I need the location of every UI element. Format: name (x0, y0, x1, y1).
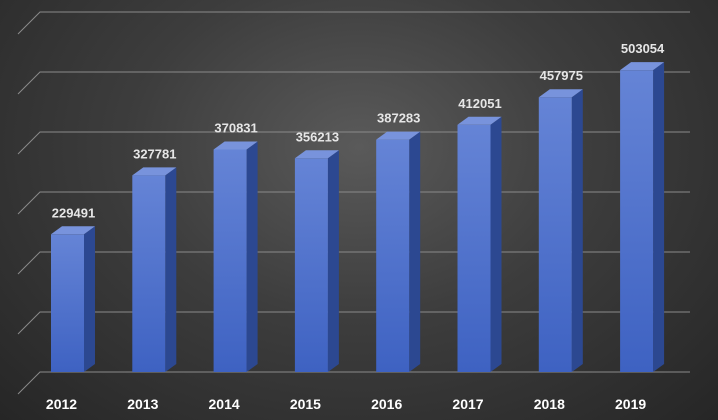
gridline (17, 371, 690, 395)
bar-top-face (51, 226, 95, 235)
x-tick-label: 2016 (371, 396, 402, 412)
bar-side-face (571, 89, 583, 372)
bar-top-face (457, 116, 502, 125)
gridline (17, 11, 690, 35)
bar-front-face (51, 234, 84, 372)
bar-top-face (213, 141, 258, 150)
bar-2017 (457, 116, 502, 372)
data-label: 503054 (621, 41, 665, 56)
gridline (17, 251, 690, 275)
bar-2019 (620, 62, 665, 372)
gridline (17, 311, 690, 335)
bar-side-face (246, 141, 258, 372)
bar-side-face (84, 226, 95, 372)
bar-front-face (538, 97, 572, 372)
bar-2012 (51, 226, 95, 372)
bar-side-face (165, 167, 177, 372)
bar-side-face (653, 62, 665, 372)
x-tick-label: 2013 (127, 396, 158, 412)
data-label: 387283 (377, 111, 420, 126)
bar-front-face (620, 70, 654, 372)
bars (51, 62, 665, 372)
gridlines (17, 11, 690, 395)
data-label: 356213 (296, 129, 339, 144)
bar-top-face (620, 62, 665, 71)
bar-side-face (409, 131, 421, 372)
bar-front-face (376, 139, 410, 372)
x-tick-label: 2017 (452, 396, 483, 412)
x-axis-tick-labels: 2012 2013 2014 2015 2016 2017 2018 2019 (46, 396, 646, 412)
x-tick-label: 2018 (534, 396, 565, 412)
x-tick-label: 2019 (615, 396, 646, 412)
bar-front-face (294, 158, 328, 372)
bar-front-face (457, 124, 491, 372)
data-label: 327781 (133, 146, 176, 161)
value-labels: 229491 327781 370831 356213 387283 412051 4579… (52, 41, 665, 220)
bar-2014 (213, 141, 258, 372)
bar-2018 (538, 89, 583, 372)
data-label: 370831 (214, 121, 257, 136)
x-tick-label: 2012 (46, 396, 77, 412)
bar-2013 (132, 167, 177, 372)
x-tick-label: 2015 (290, 396, 321, 412)
data-label: 412051 (458, 96, 501, 111)
bar-top-face (294, 150, 339, 159)
bar-top-face (132, 167, 177, 176)
bar-top-face (376, 131, 421, 140)
gridline (17, 191, 690, 215)
gridline (17, 131, 690, 155)
data-label: 457975 (540, 68, 583, 83)
bar-2016 (376, 131, 421, 372)
x-tick-label: 2014 (209, 396, 240, 412)
bar-side-face (490, 116, 502, 372)
bar-side-face (327, 150, 339, 372)
bar-front-face (213, 149, 247, 372)
bar-top-face (538, 89, 583, 98)
gridline (17, 71, 690, 95)
data-label: 229491 (52, 205, 95, 220)
bar-2015 (294, 150, 339, 372)
bar-front-face (132, 175, 166, 372)
